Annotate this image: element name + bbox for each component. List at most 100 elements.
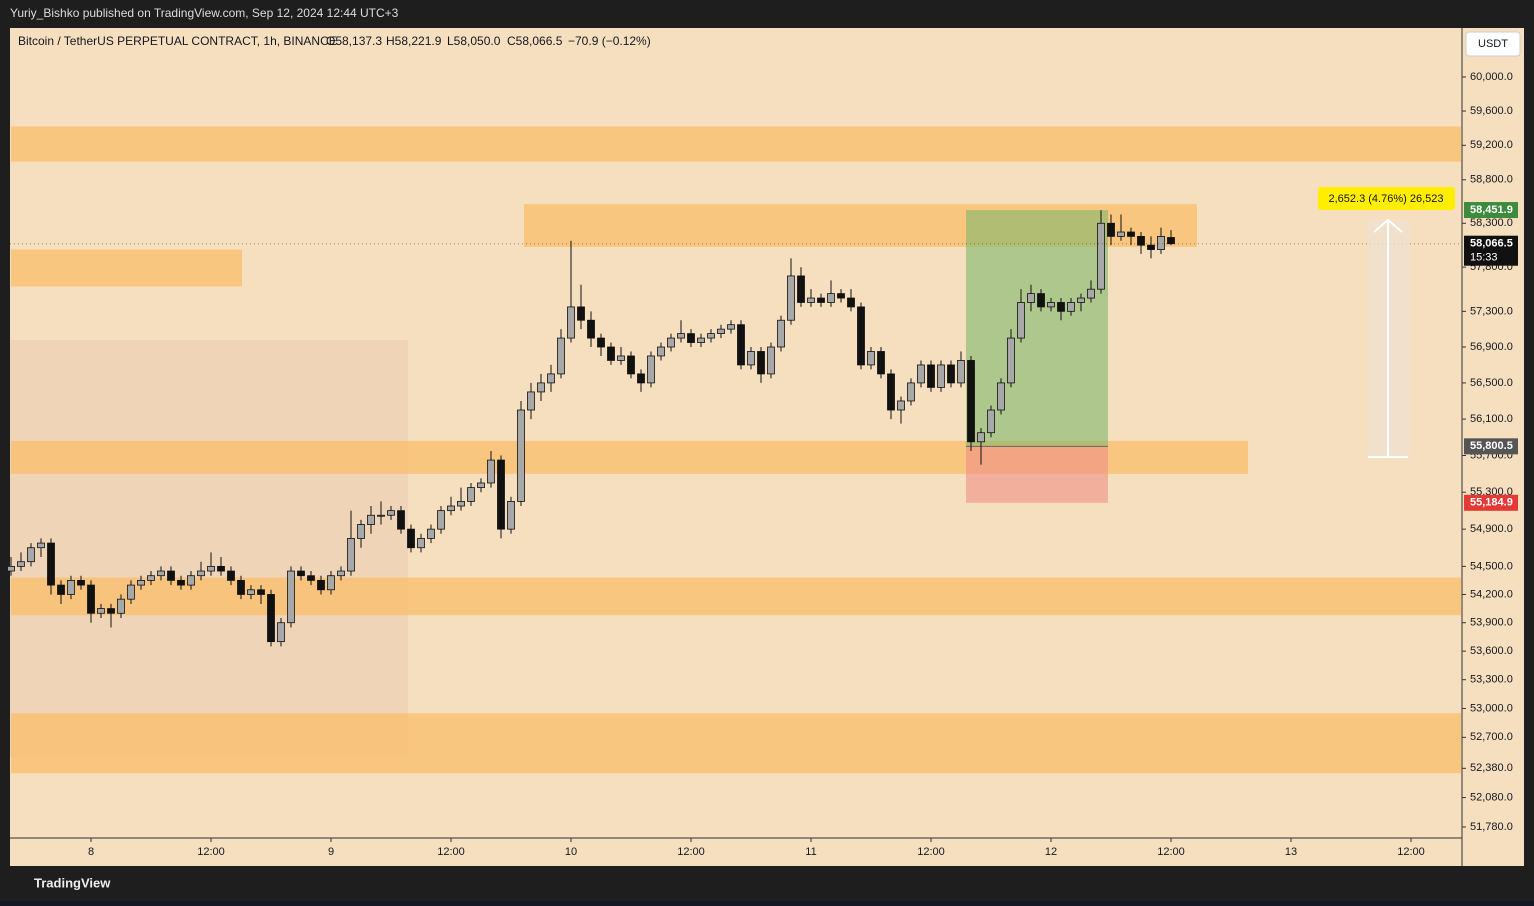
candle-body xyxy=(477,482,485,488)
candle-body xyxy=(167,570,175,581)
candle-body xyxy=(707,333,715,339)
candle-body xyxy=(1077,297,1085,303)
candle-body xyxy=(897,400,905,411)
candle-body xyxy=(907,382,915,402)
candle-body xyxy=(237,580,245,595)
y-tick-label: 53,300.0 xyxy=(1470,674,1513,686)
candle-body xyxy=(107,608,115,614)
candle-body xyxy=(347,538,355,572)
candle-body xyxy=(57,584,65,595)
candle-body xyxy=(1037,293,1045,308)
candle-body xyxy=(667,337,675,348)
candle-body xyxy=(157,570,165,577)
candle-body xyxy=(527,391,535,411)
candle-body xyxy=(567,306,575,339)
ohlc: O58,137.3 xyxy=(326,34,382,48)
candle-body xyxy=(1167,237,1175,245)
candle-body xyxy=(987,409,995,434)
y-tick-label: 54,500.0 xyxy=(1470,560,1513,572)
price-tag-label: 58,066.5 xyxy=(1470,238,1513,250)
candle-body xyxy=(1157,235,1165,250)
candle-body xyxy=(837,293,845,299)
candle-body xyxy=(997,382,1005,411)
candle-body xyxy=(967,360,975,443)
candle-body xyxy=(627,355,635,375)
candle-body xyxy=(187,575,195,586)
ohlc: L58,050.0 xyxy=(447,34,501,48)
y-tick-label: 60,000.0 xyxy=(1470,71,1513,83)
currency[interactable]: USDT xyxy=(1478,38,1508,50)
candle-body xyxy=(327,575,335,591)
candle-body xyxy=(457,501,465,507)
countdown: 15:33 xyxy=(1470,252,1498,264)
target-zone xyxy=(966,210,1108,447)
x-tick-label: 12:00 xyxy=(1157,846,1185,858)
candle-body xyxy=(937,364,945,388)
price-tag-label: 58,451.9 xyxy=(1470,204,1513,216)
candle-body xyxy=(317,580,325,591)
candle-body xyxy=(637,373,645,384)
x-tick-label: 13 xyxy=(1285,846,1297,858)
candle-body xyxy=(807,297,815,303)
candle-body xyxy=(37,542,45,549)
x-tick-label: 12:00 xyxy=(917,846,945,858)
candle-body xyxy=(1057,302,1065,312)
candle-body xyxy=(1027,293,1035,303)
candle-body xyxy=(417,538,425,549)
candle-body xyxy=(227,570,235,581)
candle-body xyxy=(507,501,515,530)
candle-body xyxy=(1147,244,1155,250)
candle-body xyxy=(797,275,805,303)
zone xyxy=(11,577,1461,616)
measure-head xyxy=(1373,218,1403,233)
candle-body xyxy=(877,351,885,375)
candle-body xyxy=(277,622,285,643)
candle-body xyxy=(367,514,375,525)
y-tick-label: 52,080.0 xyxy=(1470,791,1513,803)
candle-body xyxy=(857,306,865,366)
candle-body xyxy=(697,337,705,343)
candle-body xyxy=(847,297,855,308)
candle-body xyxy=(517,409,525,502)
candle-body xyxy=(1087,288,1095,299)
candle-body xyxy=(1117,231,1125,237)
candle-body xyxy=(407,528,415,549)
candle-body xyxy=(1097,222,1105,290)
candle-body xyxy=(977,432,985,443)
price-tag xyxy=(1464,494,1518,511)
y-tick-label: 51,780.0 xyxy=(1470,821,1513,833)
ohlc: C58,066.5 xyxy=(507,34,563,48)
y-tick-label: 58,300.0 xyxy=(1470,217,1513,229)
candle-body xyxy=(87,584,95,614)
candle-body xyxy=(67,580,75,595)
candle-body xyxy=(197,570,205,577)
candle-body xyxy=(1007,337,1015,384)
candle-body xyxy=(27,547,35,563)
zone xyxy=(11,126,1461,162)
candle-body xyxy=(97,608,105,614)
candle-body xyxy=(447,505,455,512)
candle-body xyxy=(747,351,755,366)
y-tick-label: 53,600.0 xyxy=(1470,645,1513,657)
candle-body xyxy=(777,319,785,348)
candle-body xyxy=(217,565,225,572)
candle-body xyxy=(947,364,955,384)
candle-body xyxy=(497,459,505,530)
candle-body xyxy=(557,337,565,375)
y-tick-label: 57,300.0 xyxy=(1470,305,1513,317)
y-tick-label: 54,900.0 xyxy=(1470,523,1513,535)
candle-body xyxy=(757,351,765,375)
candle-body xyxy=(827,293,835,303)
y-tick-label: 53,900.0 xyxy=(1470,617,1513,629)
candle-body xyxy=(177,580,185,586)
candle-body xyxy=(817,297,825,303)
candle-body xyxy=(917,364,925,384)
candle-body xyxy=(137,580,145,586)
y-tick-label: 56,500.0 xyxy=(1470,377,1513,389)
candle-body xyxy=(1047,302,1055,308)
candle-body xyxy=(1127,231,1135,237)
y-tick-label: 52,700.0 xyxy=(1470,731,1513,743)
currency-button[interactable] xyxy=(1465,31,1521,57)
x-tick-label: 12 xyxy=(1045,846,1057,858)
